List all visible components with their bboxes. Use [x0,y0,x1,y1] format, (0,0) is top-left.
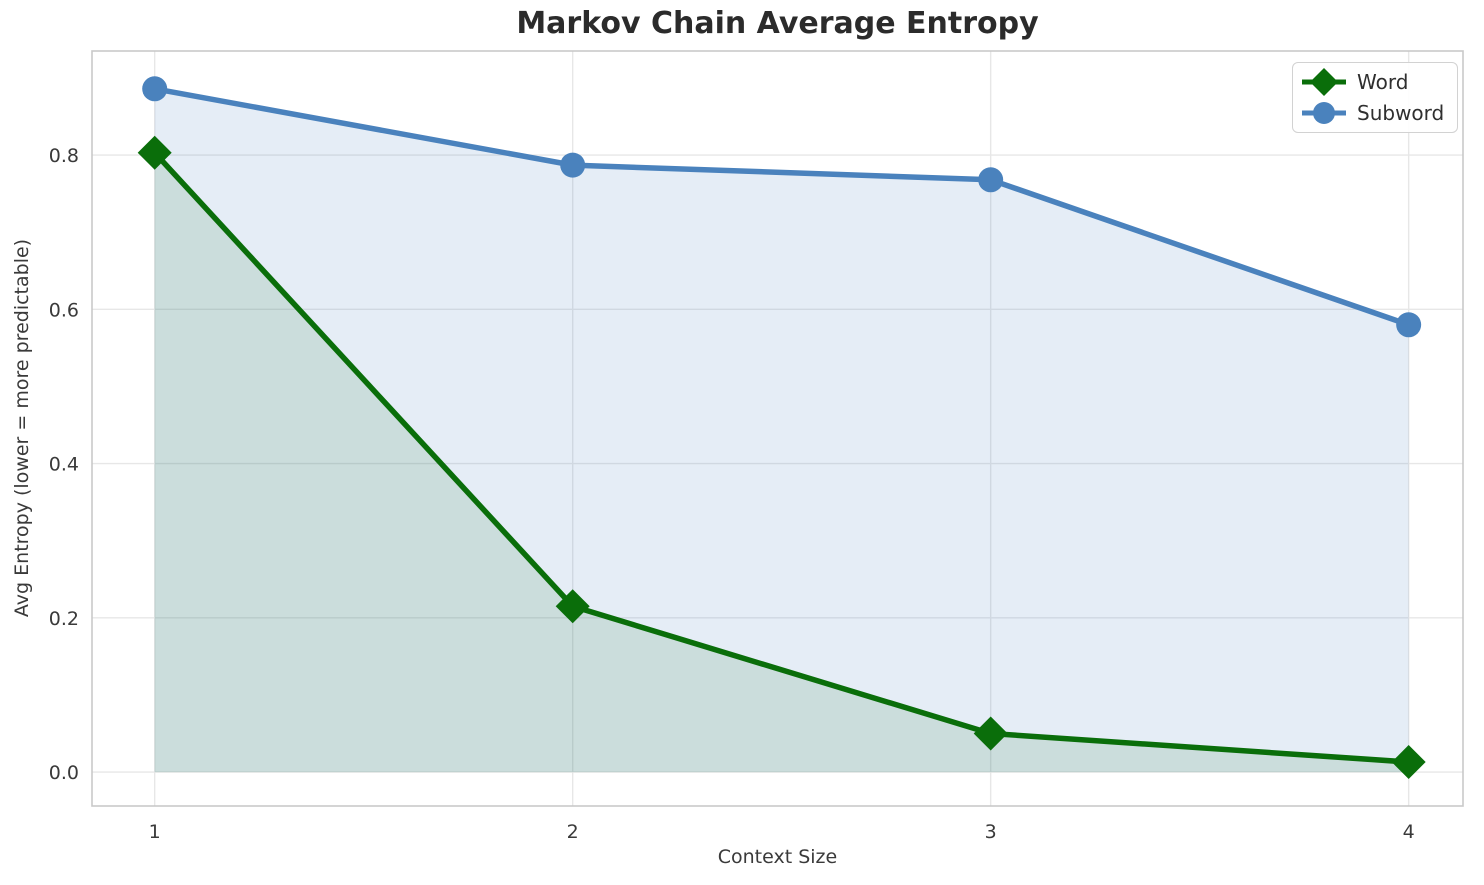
legend-item-subword: Subword [1301,99,1444,127]
plot-background [92,51,1463,806]
legend-item-word: Word [1301,68,1444,96]
word-marker [1391,745,1426,780]
subword-legend-marker-icon [1302,102,1346,124]
subword-marker [560,152,586,178]
legend: Word Subword [1292,62,1459,133]
x-tick-label: 1 [149,821,161,843]
legend-label-subword: Subword [1357,101,1445,125]
plot-border [91,50,1464,807]
y-tick-label: 0.6 [49,299,79,321]
x-tick-label: 3 [985,821,997,843]
word-line [151,150,1412,765]
x-axis-label: Context Size [717,846,838,868]
word-legend-marker-icon [1302,68,1346,96]
word-marker [555,589,590,624]
y-tick-label: 0.2 [49,608,79,630]
y-tick-label: 0.4 [49,454,79,476]
x-tick-label: 2 [567,821,579,843]
x-tick-label: 4 [1403,821,1415,843]
word-marker [137,135,172,170]
y-tick-label: 0.0 [49,762,79,784]
word-marker [973,716,1008,751]
subword-marker [978,167,1004,193]
legend-label-word: Word [1357,70,1409,94]
subword-line [151,86,1412,328]
subword-marker [142,76,168,102]
chart-title: Markov Chain Average Entropy [516,6,1039,41]
subword-area-fill [154,88,1409,773]
word-area-fill [154,152,1409,773]
y-tick-label: 0.8 [49,145,79,167]
subword-marker [1396,312,1422,338]
